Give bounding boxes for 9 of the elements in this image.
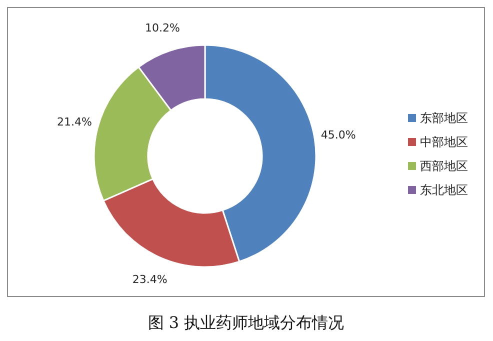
data-label: 21.4% (56, 115, 92, 128)
data-label: 23.4% (132, 273, 168, 286)
data-label: 45.0% (320, 128, 356, 142)
legend-label: 西部地区 (420, 159, 468, 174)
legend-label: 东北地区 (420, 183, 468, 198)
data-label: 10.2% (145, 22, 180, 35)
text: 图 3 执业药师地域分布情况 (148, 313, 344, 332)
legend-label: 东部地区 (420, 111, 468, 126)
legend-label: 中部地区 (420, 135, 468, 150)
